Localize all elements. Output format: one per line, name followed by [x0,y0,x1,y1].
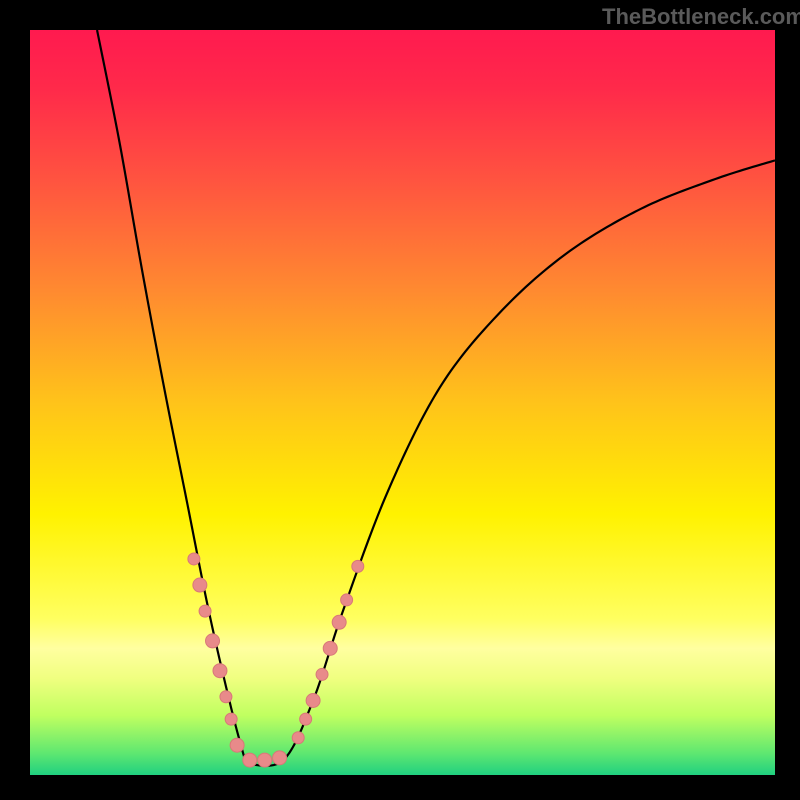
plot-area [30,30,775,775]
data-marker [225,713,237,725]
data-marker [243,753,257,767]
gradient-background [30,30,775,775]
data-marker [193,578,207,592]
data-marker [230,738,244,752]
chart-svg [30,30,775,775]
data-marker [352,560,364,572]
data-marker [316,668,328,680]
watermark-text: TheBottleneck.com [602,4,800,30]
data-marker [273,751,287,765]
data-marker [341,594,353,606]
data-marker [199,605,211,617]
data-marker [323,641,337,655]
data-marker [188,553,200,565]
data-marker [220,691,232,703]
data-marker [206,634,220,648]
data-marker [292,732,304,744]
data-marker [332,615,346,629]
data-marker [258,753,272,767]
data-marker [300,713,312,725]
data-marker [306,694,320,708]
data-marker [213,664,227,678]
